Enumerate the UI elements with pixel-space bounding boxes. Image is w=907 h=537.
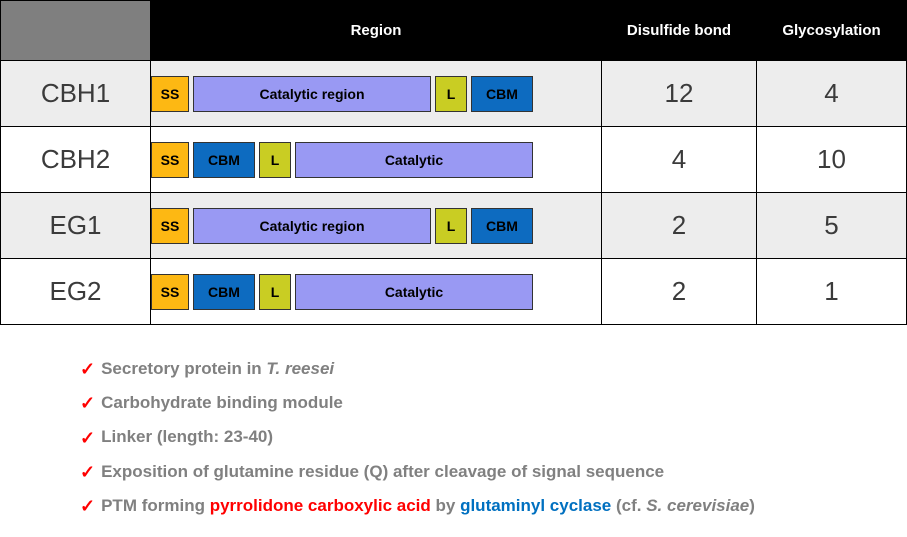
header-glyco: Glycosylation <box>757 1 907 61</box>
table-row: CBH1SSCatalytic regionLCBM124 <box>1 61 907 127</box>
check-icon: ✓ <box>80 494 95 518</box>
region-cell: SSCBMLCatalytic <box>151 259 602 325</box>
domain-table: Region Disulfide bond Glycosylation CBH1… <box>0 0 907 325</box>
domain-block: L <box>435 76 467 112</box>
domain-block: Catalytic region <box>193 76 431 112</box>
header-row: Region Disulfide bond Glycosylation <box>1 1 907 61</box>
disulfide-value: 2 <box>602 259 757 325</box>
note-fragment: Linker (length: 23-40) <box>101 427 273 446</box>
domain-block: CBM <box>471 76 533 112</box>
domain-block: L <box>435 208 467 244</box>
check-icon: ✓ <box>80 426 95 450</box>
glyco-value: 10 <box>757 127 907 193</box>
note-text: Secretory protein in T. reesei <box>101 358 334 381</box>
note-line: ✓ Exposition of glutamine residue (Q) aft… <box>80 460 867 484</box>
note-text: Carbohydrate binding module <box>101 392 343 415</box>
row-name: CBH1 <box>1 61 151 127</box>
note-fragment: (cf. <box>611 496 646 515</box>
domain-block: L <box>259 142 291 178</box>
region-cell: SSCatalytic regionLCBM <box>151 193 602 259</box>
domain-diagram: SSCBMLCatalytic <box>151 142 601 178</box>
table-row: EG1SSCatalytic regionLCBM25 <box>1 193 907 259</box>
note-fragment: Carbohydrate binding module <box>101 393 343 412</box>
table-row: EG2SSCBMLCatalytic21 <box>1 259 907 325</box>
domain-block: CBM <box>193 274 255 310</box>
note-line: ✓ Carbohydrate binding module <box>80 391 867 415</box>
check-icon: ✓ <box>80 391 95 415</box>
header-blank <box>1 1 151 61</box>
domain-block: SS <box>151 274 189 310</box>
domain-block: CBM <box>471 208 533 244</box>
note-line: ✓ Linker (length: 23-40) <box>80 426 867 450</box>
page-root: Region Disulfide bond Glycosylation CBH1… <box>0 0 907 518</box>
header-disulfide: Disulfide bond <box>602 1 757 61</box>
disulfide-value: 12 <box>602 61 757 127</box>
table-row: CBH2SSCBMLCatalytic410 <box>1 127 907 193</box>
glyco-value: 4 <box>757 61 907 127</box>
note-text: Exposition of glutamine residue (Q) afte… <box>101 461 664 484</box>
check-icon: ✓ <box>80 460 95 484</box>
check-icon: ✓ <box>80 357 95 381</box>
note-fragment: Exposition of glutamine residue (Q) afte… <box>101 462 664 481</box>
domain-diagram: SSCBMLCatalytic <box>151 274 601 310</box>
region-cell: SSCatalytic regionLCBM <box>151 61 602 127</box>
domain-block: Catalytic region <box>193 208 431 244</box>
note-line: ✓ PTM forming pyrrolidone carboxylic acid… <box>80 494 867 518</box>
domain-block: Catalytic <box>295 142 533 178</box>
glyco-value: 5 <box>757 193 907 259</box>
domain-block: SS <box>151 208 189 244</box>
note-fragment: S. cerevisiae <box>646 496 749 515</box>
row-name: CBH2 <box>1 127 151 193</box>
domain-block: Catalytic <box>295 274 533 310</box>
domain-block: L <box>259 274 291 310</box>
disulfide-value: 4 <box>602 127 757 193</box>
note-fragment: pyrrolidone carboxylic acid <box>210 496 431 515</box>
row-name: EG1 <box>1 193 151 259</box>
domain-block: SS <box>151 142 189 178</box>
note-fragment: PTM forming <box>101 496 210 515</box>
glyco-value: 1 <box>757 259 907 325</box>
note-fragment: T. reesei <box>266 359 334 378</box>
region-cell: SSCBMLCatalytic <box>151 127 602 193</box>
note-fragment: Secretory protein in <box>101 359 266 378</box>
note-fragment: by <box>431 496 460 515</box>
note-line: ✓ Secretory protein in T. reesei <box>80 357 867 381</box>
note-text: PTM forming pyrrolidone carboxylic acid … <box>101 495 755 518</box>
note-fragment: glutaminyl cyclase <box>460 496 611 515</box>
domain-block: SS <box>151 76 189 112</box>
notes-list: ✓ Secretory protein in T. reesei ✓ Carbohyd… <box>0 325 907 518</box>
header-region: Region <box>151 1 602 61</box>
disulfide-value: 2 <box>602 193 757 259</box>
domain-diagram: SSCatalytic regionLCBM <box>151 208 601 244</box>
domain-diagram: SSCatalytic regionLCBM <box>151 76 601 112</box>
note-text: Linker (length: 23-40) <box>101 426 273 449</box>
domain-block: CBM <box>193 142 255 178</box>
row-name: EG2 <box>1 259 151 325</box>
note-fragment: ) <box>749 496 755 515</box>
